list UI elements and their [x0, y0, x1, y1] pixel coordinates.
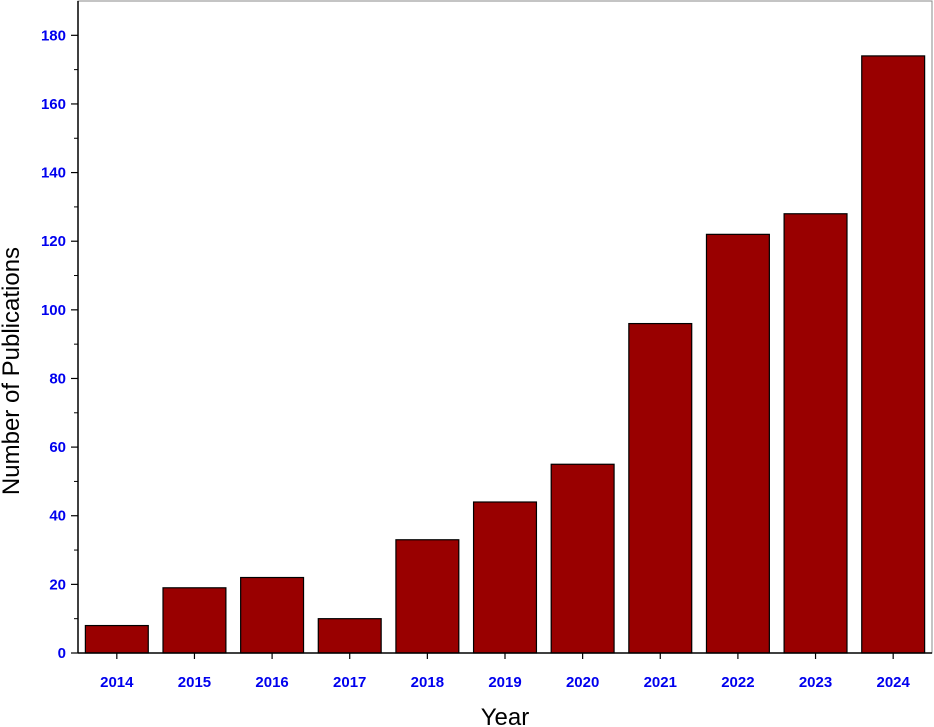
- bar-2021: [628, 322, 693, 654]
- y-tick-label-100: 100: [41, 302, 66, 319]
- y-tick-label-40: 40: [49, 508, 66, 525]
- bar-2015: [162, 587, 227, 654]
- bar-2019: [472, 501, 538, 654]
- x-tick-label-2021: 2021: [644, 674, 677, 691]
- x-tick-label-2019: 2019: [488, 674, 521, 691]
- bar-2018: [395, 539, 460, 654]
- y-tick-label-140: 140: [41, 165, 66, 182]
- y-tick-label-180: 180: [41, 27, 66, 44]
- y-tick-label-120: 120: [41, 233, 66, 250]
- y-tick-label-0: 0: [58, 645, 66, 662]
- bar-2020: [550, 463, 615, 654]
- bar-2023: [783, 213, 848, 654]
- y-tick-label-160: 160: [41, 96, 66, 113]
- x-tick-label-2017: 2017: [333, 674, 366, 691]
- x-tick-label-2020: 2020: [566, 674, 599, 691]
- x-tick-label-2023: 2023: [799, 674, 832, 691]
- x-tick-label-2024: 2024: [876, 674, 910, 691]
- bars-group: [84, 55, 926, 654]
- y-tick-label-20: 20: [49, 576, 66, 593]
- x-axis-title: Year: [481, 704, 530, 727]
- x-tick-label-2014: 2014: [100, 674, 134, 691]
- x-tick-label-2015: 2015: [178, 674, 211, 691]
- x-tick-label-2018: 2018: [411, 674, 444, 691]
- bar-2017: [317, 618, 382, 654]
- bar-2022: [705, 233, 770, 654]
- x-tick-label-2022: 2022: [721, 674, 754, 691]
- y-tick-label-60: 60: [49, 439, 66, 456]
- bar-2024: [861, 55, 926, 654]
- y-tick-label-80: 80: [49, 370, 66, 387]
- x-tick-label-2016: 2016: [255, 674, 288, 691]
- y-axis-ticks: 0 20 40 60 80 100 120 140 160 180: [41, 27, 78, 662]
- x-axis-ticks: 2014 2015 2016 2017 2018 2019 2020 2021 2022 2023…: [100, 653, 911, 691]
- bar-2014: [84, 624, 149, 654]
- bar-2016: [240, 576, 305, 654]
- y-axis-title: Number of Publications: [0, 247, 25, 495]
